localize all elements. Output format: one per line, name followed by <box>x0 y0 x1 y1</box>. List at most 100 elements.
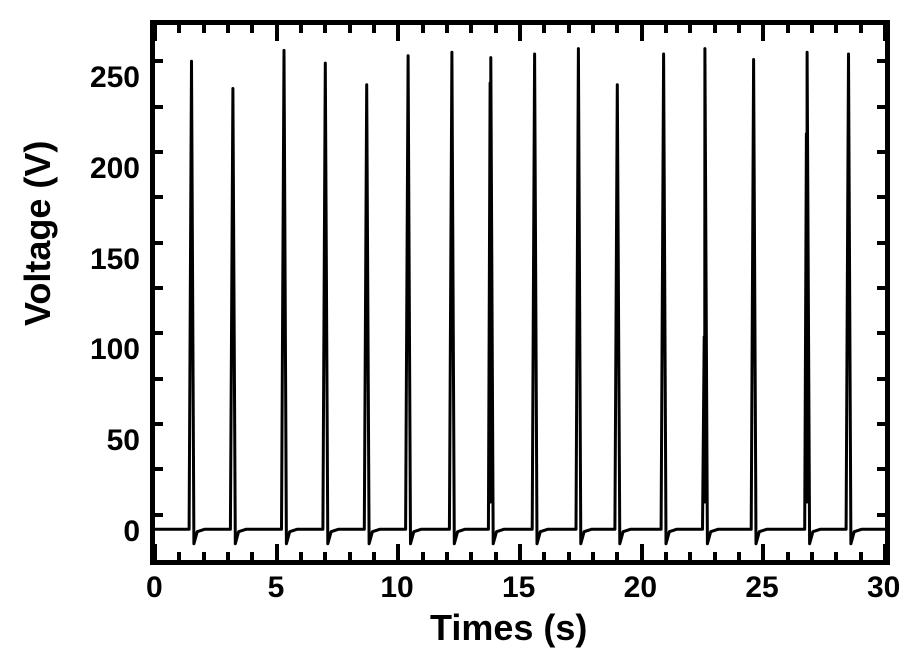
x-tick <box>250 552 254 560</box>
x-tick <box>518 544 522 560</box>
y-tick <box>877 195 885 199</box>
y-tick <box>877 422 885 426</box>
x-tick <box>177 552 181 560</box>
y-tick <box>155 150 163 154</box>
y-tick <box>155 105 163 109</box>
y-tick <box>155 241 163 245</box>
x-tick-label: 20 <box>624 571 657 605</box>
y-tick <box>155 513 163 517</box>
x-tick <box>786 552 790 560</box>
x-tick <box>859 25 863 33</box>
voltage-trace-path <box>155 49 885 544</box>
x-tick <box>372 552 376 560</box>
x-tick <box>640 25 644 41</box>
x-tick <box>421 552 425 560</box>
x-tick <box>226 552 230 560</box>
x-tick <box>396 544 400 560</box>
x-tick <box>153 25 157 41</box>
y-tick-label: 200 <box>90 152 140 186</box>
x-tick <box>883 544 887 560</box>
y-tick <box>155 59 163 63</box>
y-tick <box>155 377 163 381</box>
x-tick <box>445 552 449 560</box>
x-tick <box>859 552 863 560</box>
x-tick <box>664 552 668 560</box>
x-tick <box>713 552 717 560</box>
x-tick <box>153 544 157 560</box>
x-tick <box>202 25 206 33</box>
x-tick <box>250 25 254 33</box>
x-tick <box>591 552 595 560</box>
x-tick-label: 10 <box>380 571 413 605</box>
x-tick <box>518 25 522 41</box>
x-tick-label: 30 <box>867 571 900 605</box>
y-tick-label: 150 <box>90 243 140 277</box>
x-tick <box>761 25 765 41</box>
voltage-trace <box>0 0 922 656</box>
x-tick <box>226 25 230 33</box>
x-tick-label: 25 <box>745 571 778 605</box>
y-tick <box>155 286 163 290</box>
x-tick <box>761 544 765 560</box>
x-tick <box>469 552 473 560</box>
x-tick <box>348 552 352 560</box>
y-tick <box>155 331 163 335</box>
x-tick <box>299 552 303 560</box>
x-tick <box>177 25 181 33</box>
x-tick <box>542 25 546 33</box>
y-tick <box>155 467 163 471</box>
x-tick <box>348 25 352 33</box>
x-tick <box>372 25 376 33</box>
x-tick <box>445 25 449 33</box>
y-tick-label: 100 <box>90 333 140 367</box>
x-tick <box>737 552 741 560</box>
x-tick-label: 5 <box>268 571 285 605</box>
x-tick <box>542 552 546 560</box>
x-tick <box>299 25 303 33</box>
x-tick <box>713 25 717 33</box>
x-tick <box>834 552 838 560</box>
y-tick <box>877 331 885 335</box>
x-tick <box>494 552 498 560</box>
y-tick <box>877 105 885 109</box>
x-tick <box>615 552 619 560</box>
x-tick <box>421 25 425 33</box>
x-tick <box>810 25 814 33</box>
y-tick <box>877 241 885 245</box>
x-tick <box>883 25 887 41</box>
x-tick <box>615 25 619 33</box>
x-tick <box>396 25 400 41</box>
y-tick-label: 0 <box>123 515 140 549</box>
x-tick <box>323 25 327 33</box>
y-tick <box>877 513 885 517</box>
x-tick <box>640 544 644 560</box>
y-tick <box>877 286 885 290</box>
y-tick <box>877 150 885 154</box>
x-tick <box>664 25 668 33</box>
x-tick <box>688 552 692 560</box>
y-tick <box>877 467 885 471</box>
voltage-time-chart: Voltage (V) Times (s) 050100150200250051… <box>0 0 922 656</box>
x-tick <box>275 544 279 560</box>
x-tick-label: 15 <box>502 571 535 605</box>
y-tick <box>877 377 885 381</box>
y-tick <box>155 422 163 426</box>
x-tick <box>202 552 206 560</box>
x-tick <box>567 25 571 33</box>
x-tick <box>737 25 741 33</box>
x-tick <box>786 25 790 33</box>
x-tick <box>469 25 473 33</box>
y-tick-label: 250 <box>90 61 140 95</box>
x-tick <box>567 552 571 560</box>
x-tick <box>810 552 814 560</box>
x-tick <box>323 552 327 560</box>
x-tick-label: 0 <box>146 571 163 605</box>
x-tick <box>275 25 279 41</box>
x-tick <box>688 25 692 33</box>
x-tick <box>494 25 498 33</box>
x-tick <box>591 25 595 33</box>
y-tick <box>155 195 163 199</box>
x-tick <box>834 25 838 33</box>
y-tick-label: 50 <box>107 424 140 458</box>
y-tick <box>877 59 885 63</box>
